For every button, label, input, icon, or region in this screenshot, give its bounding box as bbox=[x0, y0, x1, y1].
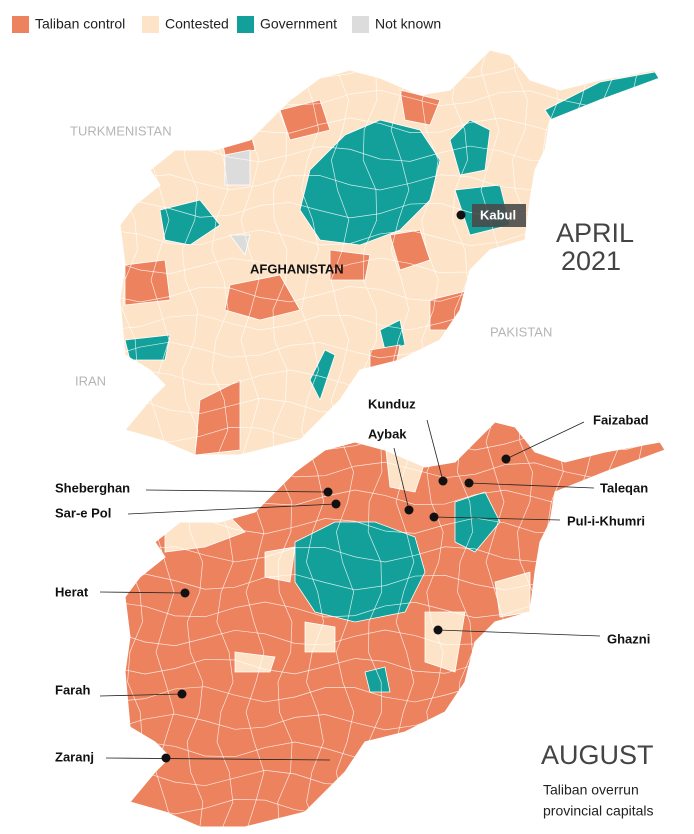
district-group bbox=[224, 149, 251, 186]
city-label: Sar-e Pol bbox=[55, 505, 111, 520]
leader-line bbox=[145, 489, 329, 493]
capital-label: Kabul bbox=[480, 207, 516, 222]
legend-swatch bbox=[12, 16, 29, 33]
leader-line bbox=[393, 447, 410, 511]
leader-line bbox=[468, 482, 595, 489]
city-label: Aybak bbox=[368, 426, 407, 441]
city-dot bbox=[180, 588, 190, 598]
city-label: Zaranj bbox=[55, 749, 94, 764]
district-group bbox=[309, 349, 336, 402]
city-dot bbox=[501, 454, 511, 464]
legend-swatch bbox=[237, 16, 254, 33]
district-group bbox=[224, 274, 301, 321]
city-dot bbox=[464, 478, 474, 488]
city-dot bbox=[177, 689, 187, 699]
district-border bbox=[120, 61, 651, 79]
city-label: Ghazni bbox=[607, 631, 650, 646]
country-label: IRAN bbox=[75, 373, 106, 388]
city-dot bbox=[331, 499, 341, 509]
city-label: Farah bbox=[55, 682, 90, 697]
legend-label: Government bbox=[260, 16, 337, 32]
afghanistan-label: AFGHANISTAN bbox=[250, 261, 344, 276]
city-dot bbox=[323, 487, 333, 497]
city-label: Pul-i-Khumri bbox=[567, 513, 645, 528]
district-group bbox=[379, 319, 406, 351]
caption: Taliban overrun bbox=[543, 782, 639, 798]
city-label: Sheberghan bbox=[55, 480, 130, 495]
capital-box bbox=[472, 204, 526, 227]
legend-label: Contested bbox=[165, 16, 229, 32]
city-dot bbox=[429, 512, 439, 522]
city-label: Herat bbox=[55, 584, 89, 599]
district-border bbox=[300, 50, 320, 455]
district-group bbox=[364, 666, 391, 693]
leader-line bbox=[99, 591, 186, 594]
district-group bbox=[399, 89, 441, 126]
legend-swatch bbox=[142, 16, 159, 33]
city-label: Taleqan bbox=[600, 480, 648, 495]
country-label: TURKMENISTAN bbox=[70, 123, 172, 138]
district-group bbox=[294, 521, 426, 623]
period-label: 2021 bbox=[561, 246, 621, 276]
legend-swatch bbox=[352, 16, 369, 33]
district-group bbox=[234, 651, 276, 673]
district-group bbox=[124, 259, 171, 306]
district-group bbox=[264, 546, 296, 583]
district-group bbox=[389, 229, 431, 271]
city-dot bbox=[438, 476, 448, 486]
leader-line bbox=[433, 516, 561, 521]
district-border bbox=[330, 50, 350, 455]
city-dot bbox=[161, 753, 171, 763]
leader-line bbox=[505, 421, 585, 460]
period-label: APRIL bbox=[556, 218, 634, 248]
leader-line bbox=[99, 693, 183, 697]
district-border bbox=[305, 422, 325, 827]
legend-label: Not known bbox=[375, 16, 441, 32]
district-border bbox=[335, 422, 355, 827]
legend-label: Taliban control bbox=[35, 16, 125, 32]
caption: provincial capitals bbox=[543, 803, 654, 819]
period-label: AUGUST bbox=[541, 740, 654, 770]
labels: TURKMENISTAN IRAN PAKISTAN AFGHANISTAN K… bbox=[55, 123, 654, 818]
district-border bbox=[630, 50, 650, 455]
leader-line bbox=[105, 757, 331, 761]
city-label: Kunduz bbox=[368, 396, 416, 411]
capital-dot bbox=[456, 210, 466, 220]
city-label: Faizabad bbox=[593, 412, 649, 427]
city-dot bbox=[433, 625, 443, 635]
leader-line bbox=[437, 629, 601, 637]
country-label: PAKISTAN bbox=[490, 324, 552, 339]
leader-line bbox=[426, 419, 444, 482]
district-group bbox=[304, 621, 336, 653]
leader-line bbox=[127, 503, 337, 515]
city-dot bbox=[404, 505, 414, 515]
